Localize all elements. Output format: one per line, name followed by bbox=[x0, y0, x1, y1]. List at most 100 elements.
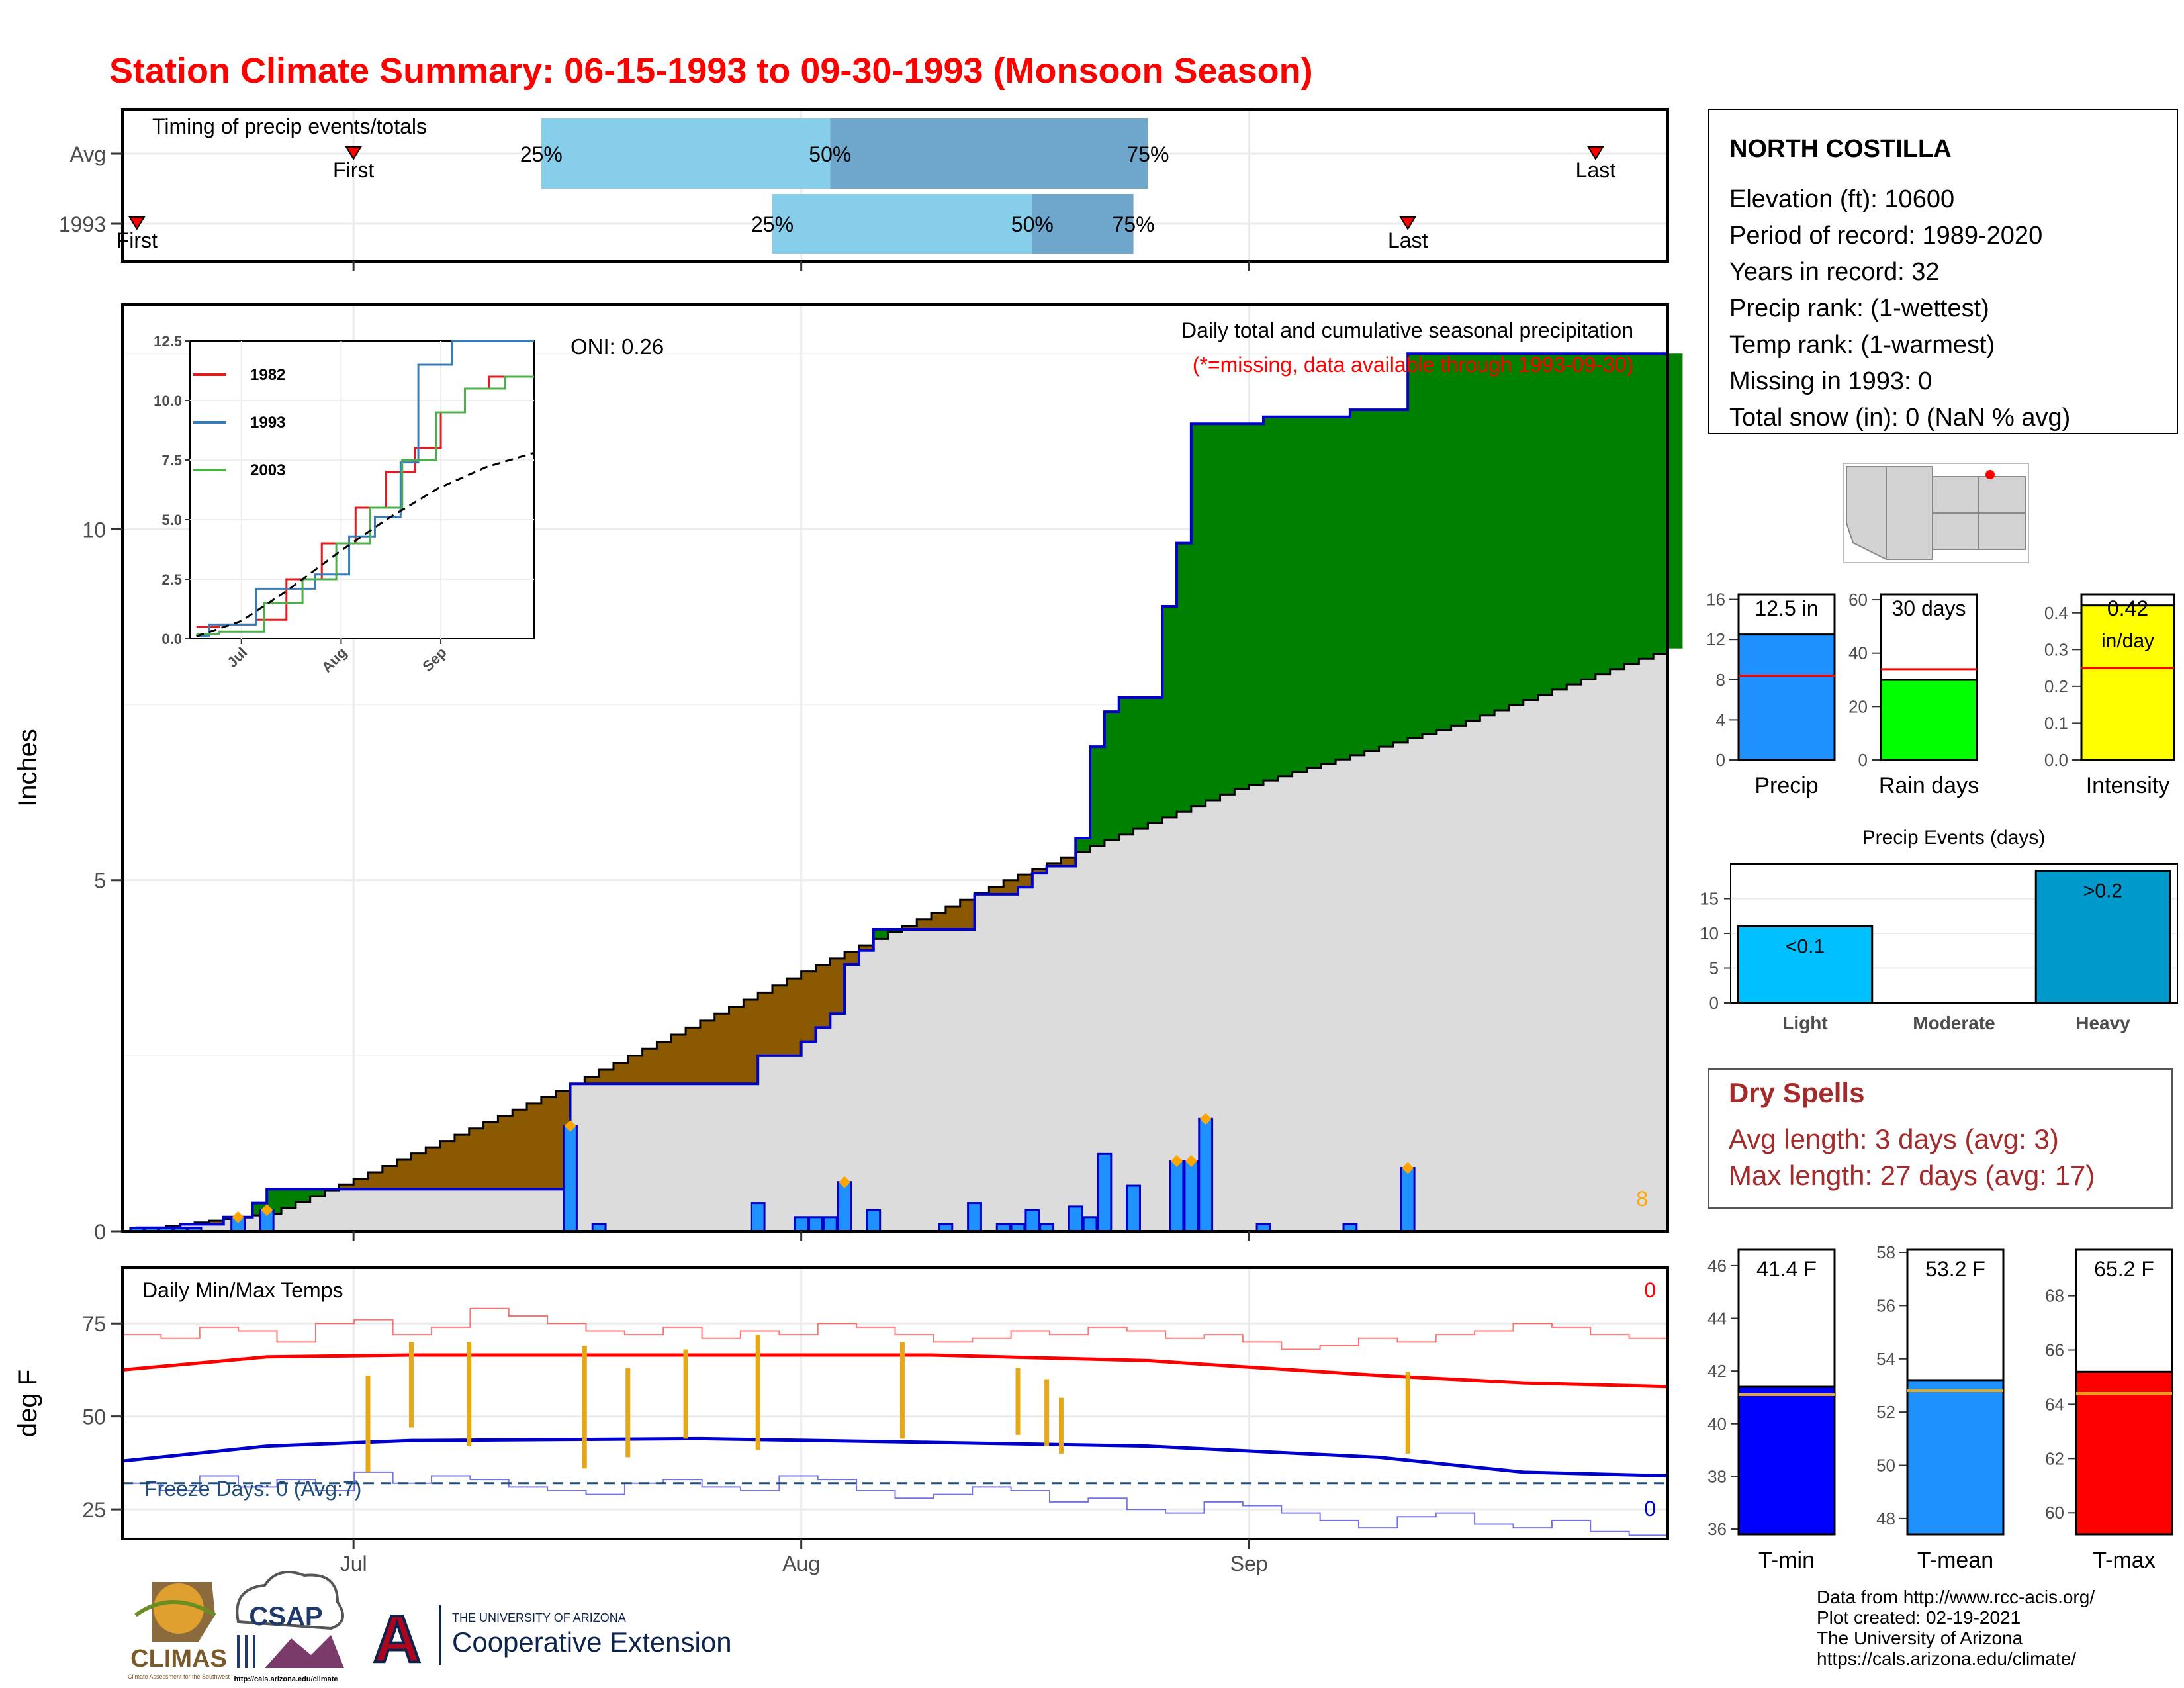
timing-row-label: Avg bbox=[69, 142, 106, 166]
events-bar-label: >0.2 bbox=[2083, 880, 2122, 902]
heavy-event-diamond bbox=[564, 1119, 576, 1132]
deficit-area bbox=[772, 985, 788, 1056]
inset-y-tick-label: 10.0 bbox=[154, 393, 182, 409]
inset-legend-label: 1982 bbox=[250, 366, 285, 384]
temp-summary-y-tick-label: 68 bbox=[2045, 1286, 2064, 1306]
station-line: Precip rank: (1-wettest) bbox=[1729, 295, 1989, 322]
surplus-area bbox=[1277, 416, 1293, 776]
surplus-area bbox=[1133, 697, 1148, 829]
summary-y-tick-label: 12 bbox=[1706, 630, 1725, 649]
temp-summary-y-tick-label: 64 bbox=[2045, 1394, 2064, 1414]
cumulative-inset: 0.0 2.5 5.0 7.5 10.0 12.5 Jul Aug Sep 1982 1993 200… bbox=[154, 333, 535, 676]
surplus-area bbox=[1436, 353, 1452, 730]
quartile-label: 25% bbox=[751, 212, 794, 236]
quartile-bar-upper bbox=[830, 118, 1148, 189]
inset-y-tick-label: 2.5 bbox=[161, 571, 182, 588]
daily-precip-bar bbox=[1082, 1216, 1098, 1233]
deficit-area bbox=[686, 1027, 701, 1084]
deficit-area bbox=[339, 1184, 354, 1190]
deficit-area bbox=[844, 952, 860, 964]
surplus-area bbox=[1321, 416, 1336, 764]
y-tick-label: 10 bbox=[82, 518, 106, 541]
summary-bar bbox=[1880, 679, 1978, 761]
deficit-area bbox=[931, 912, 946, 929]
summary-name-label: Intensity bbox=[2086, 773, 2170, 798]
dry-spells-line: Avg length: 3 days (avg: 3) bbox=[1729, 1123, 2059, 1154]
station-line: Elevation (ft): 10600 bbox=[1729, 185, 1954, 213]
temp-summary-y-tick-label: 66 bbox=[2045, 1340, 2064, 1360]
surplus-area bbox=[1465, 353, 1480, 721]
summary-y-tick-label: 0 bbox=[1858, 750, 1868, 770]
summary-value-label: 12.5 in bbox=[1754, 596, 1818, 620]
deficit-area bbox=[541, 1097, 557, 1190]
deficit-area bbox=[454, 1135, 470, 1190]
average-tmax-line bbox=[122, 1353, 1668, 1389]
temp-summary-name-label: T-mean bbox=[1917, 1548, 1993, 1573]
deficit-area bbox=[483, 1122, 498, 1190]
last-event-label: Last bbox=[1576, 158, 1616, 182]
deficit-area bbox=[396, 1160, 412, 1190]
station-line: Temp rank: (1-warmest) bbox=[1729, 331, 1995, 359]
deficit-area bbox=[989, 886, 1004, 894]
events-category-label: Light bbox=[1782, 1013, 1827, 1033]
surplus-area bbox=[1148, 697, 1163, 823]
daily-precip-bar bbox=[808, 1216, 823, 1233]
credit-line: Data from http://www.rcc-acis.org/ bbox=[1817, 1587, 2095, 1607]
timing-panel: Timing of precip events/totals Avg 25% 50%… bbox=[59, 108, 1669, 271]
heavy-event-diamond bbox=[232, 1211, 244, 1223]
oni-label: ONI: 0.26 bbox=[570, 334, 664, 359]
station-info-box: NORTH COSTILLA Elevation (ft): 10600 Per… bbox=[1708, 109, 2178, 434]
temp-summary-value-label: 53.2 F bbox=[1925, 1257, 1985, 1281]
daily-tmin-line bbox=[122, 1471, 1668, 1536]
inset-y-tick-label: 12.5 bbox=[154, 333, 182, 350]
surplus-area bbox=[1480, 353, 1495, 716]
summary-value-label: 30 days bbox=[1891, 596, 1966, 620]
deficit-area bbox=[743, 1000, 758, 1084]
deficit-area bbox=[801, 971, 817, 1042]
quartile-bar-lower bbox=[541, 118, 831, 189]
deficit-area bbox=[627, 1055, 643, 1084]
deficit-area bbox=[830, 958, 845, 1014]
deficit-area bbox=[426, 1147, 441, 1190]
heavy-event-diamond bbox=[1185, 1154, 1197, 1167]
temp-summary-y-tick-label: 50 bbox=[1876, 1456, 1895, 1476]
deficit-area bbox=[671, 1035, 686, 1084]
events-category-label: Heavy bbox=[2075, 1013, 2130, 1033]
surplus-area bbox=[1090, 747, 1105, 846]
daily-precip-bar bbox=[822, 1216, 838, 1233]
last-event-label: Last bbox=[1388, 228, 1428, 252]
summary-bar bbox=[2080, 604, 2175, 761]
daily-precip-bar bbox=[1183, 1160, 1199, 1233]
summary-y-tick-label: 0.1 bbox=[2044, 713, 2068, 733]
deficit-area bbox=[714, 1013, 730, 1084]
quartile-label: 75% bbox=[1113, 212, 1155, 236]
deficit-area bbox=[353, 1178, 369, 1190]
daily-precip-bar bbox=[1198, 1117, 1214, 1233]
surplus-area bbox=[1508, 353, 1524, 706]
surplus-area bbox=[295, 1189, 311, 1202]
deficit-area bbox=[1032, 868, 1048, 874]
credit-line: The University of Arizona bbox=[1817, 1628, 2023, 1648]
surplus-area bbox=[1162, 606, 1177, 818]
temp-summary-y-tick-label: 40 bbox=[1707, 1414, 1727, 1434]
deficit-area bbox=[917, 919, 932, 929]
x-tick-label: Sep bbox=[1230, 1552, 1268, 1575]
summary-y-tick-label: 60 bbox=[1848, 590, 1868, 610]
deficit-area bbox=[642, 1049, 658, 1084]
surplus-area bbox=[1306, 416, 1322, 768]
deficit-area bbox=[858, 945, 874, 951]
events-bar bbox=[1737, 925, 1874, 1004]
inset-y-tick-label: 0.0 bbox=[161, 631, 182, 647]
surplus-area bbox=[1177, 543, 1192, 812]
climas-subtext: Climate Assessment for the Southwest bbox=[128, 1673, 230, 1680]
daily-precip-bar bbox=[1169, 1160, 1185, 1233]
events-y-tick-label: 0 bbox=[1709, 993, 1719, 1013]
daily-precip-bar bbox=[967, 1202, 982, 1233]
temp-summary-name-label: T-min bbox=[1758, 1548, 1815, 1573]
daily-precip-bar bbox=[1400, 1167, 1416, 1233]
temps-title: Daily Min/Max Temps bbox=[142, 1278, 343, 1302]
surplus-area bbox=[887, 929, 903, 933]
y-tick-label: 0 bbox=[94, 1220, 106, 1244]
climas-text: CLIMAS bbox=[130, 1645, 227, 1673]
